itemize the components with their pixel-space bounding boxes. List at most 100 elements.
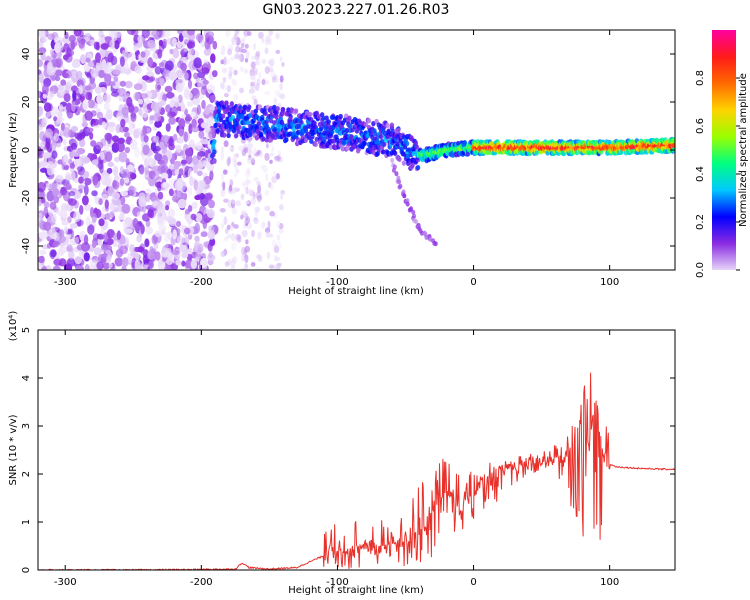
- spectrogram-cell: [206, 84, 216, 95]
- spectrogram-cell: [143, 135, 149, 143]
- spectrogram-cell: [112, 199, 122, 206]
- spectrogram-cell: [43, 102, 52, 112]
- spectrogram-cell: [245, 239, 249, 245]
- spectrogram-cell: [172, 229, 178, 240]
- spectrogram-cell: [108, 262, 113, 268]
- spectrogram-cell: [194, 194, 202, 201]
- colorbar-gradient: [712, 30, 736, 270]
- spectrogram-cell: [345, 127, 350, 134]
- spectrogram-cell: [162, 30, 171, 39]
- spectrogram-cell: [49, 90, 55, 98]
- spectrogram-cell: [148, 260, 154, 269]
- spectrogram-cell: [235, 168, 240, 174]
- spectrogram-cell: [251, 229, 255, 238]
- spectrogram-cell: [329, 129, 335, 135]
- spectrogram-cell: [348, 123, 353, 129]
- spectrogram-cell: [91, 118, 100, 126]
- spectrogram-cell: [191, 126, 200, 133]
- spectrogram-cell: [232, 256, 238, 264]
- spectrogram-cell: [124, 80, 133, 89]
- spectrogram-cell: [83, 184, 89, 196]
- spectrogram-cell: [266, 251, 271, 260]
- spectrogram-cell: [264, 91, 270, 96]
- spectrogram-cell: [108, 81, 116, 87]
- spectrogram-cell: [240, 42, 245, 49]
- spectrogram-cell: [84, 263, 90, 270]
- spectrogram-cell: [208, 251, 213, 259]
- spectrogram-cell: [405, 201, 410, 207]
- spectrogram-cell: [269, 233, 274, 238]
- spectrogram-cell: [274, 155, 279, 162]
- spectrogram-cell: [142, 144, 150, 156]
- spectrogram-cell: [39, 131, 46, 141]
- spectrogram-cell: [104, 132, 113, 142]
- spectrogram-cell: [317, 121, 323, 127]
- spectrogram-cell: [38, 231, 48, 240]
- spectrogram-cell: [175, 144, 182, 153]
- spectrogram-cell: [116, 110, 123, 117]
- spectrogram-cell: [65, 174, 73, 181]
- spectrogram-cell: [127, 164, 135, 173]
- spectrogram-cell: [130, 250, 138, 258]
- spectrogram-cell: [162, 38, 168, 46]
- spectrogram-cell: [90, 140, 97, 147]
- spectrogram-cell: [188, 123, 193, 135]
- spectrogram-cell: [264, 47, 269, 55]
- spectrogram-cell: [234, 133, 239, 139]
- spectrogram-cell: [296, 129, 301, 135]
- spectrogram-cell: [150, 101, 160, 111]
- spectrogram-cell: [220, 113, 226, 119]
- spectrogram-cell: [121, 168, 130, 179]
- spectrogram-cell: [340, 145, 346, 151]
- spectrogram-cell: [63, 263, 73, 270]
- spectrogram-cell: [212, 139, 217, 145]
- spectrogram-cell: [164, 60, 174, 72]
- spectrogram-cell: [211, 70, 218, 78]
- spectrogram-cell: [117, 87, 127, 97]
- spectrogram-cell: [130, 112, 137, 123]
- spectrogram-cell: [112, 180, 120, 190]
- spectrogram-cell: [237, 234, 242, 243]
- spectrogram-cell: [250, 196, 257, 205]
- spectrogram-cell: [275, 49, 281, 55]
- spectrogram-cell: [147, 209, 155, 219]
- spectrogram-cell: [268, 30, 274, 37]
- spectrogram-cell: [63, 93, 71, 103]
- spectrogram-cell: [44, 128, 54, 139]
- spectrogram-cell: [119, 235, 126, 245]
- spectrogram-cell: [47, 33, 56, 41]
- spectrogram-cell: [394, 171, 399, 177]
- spectrogram-cell: [138, 108, 143, 116]
- spectrogram-cell: [227, 156, 232, 165]
- spectrogram-cell: [119, 245, 128, 255]
- spectrogram-cell: [200, 257, 208, 268]
- spectrogram-cell: [279, 194, 284, 200]
- spectrogram-cell: [48, 209, 54, 217]
- spectrogram-cell: [171, 37, 177, 46]
- spectrogram-cell: [244, 68, 248, 74]
- spectrogram-cell: [158, 39, 164, 47]
- spectrogram-cell: [156, 92, 163, 101]
- spectrogram-cell: [206, 209, 215, 219]
- spectrogram-cell: [362, 140, 367, 147]
- spectrogram-cell: [212, 158, 217, 164]
- spectrogram-cell: [276, 127, 281, 133]
- spectrogram-cell: [78, 176, 84, 184]
- spectrogram-cell: [244, 43, 249, 49]
- spectrogram-cell: [63, 164, 70, 171]
- spectrogram-cell: [630, 148, 635, 154]
- spectrogram-cell: [338, 113, 343, 120]
- spectrogram-cell: [185, 113, 191, 120]
- spectrogram-cell: [183, 91, 193, 100]
- spectrogram-cell: [598, 149, 604, 155]
- spectrogram-cell: [256, 180, 261, 186]
- spectrogram-cell: [101, 193, 108, 201]
- spectrogram-cell: [154, 145, 162, 152]
- spectrogram-cell: [166, 111, 176, 118]
- spectrogram-cell: [38, 212, 43, 219]
- colorbar-tick-label: 0.2: [695, 214, 706, 230]
- spectrogram-cell: [50, 249, 57, 258]
- spectrogram-cell: [200, 122, 209, 129]
- spectrogram-cell: [68, 198, 77, 206]
- spectrogram-cell: [80, 170, 90, 179]
